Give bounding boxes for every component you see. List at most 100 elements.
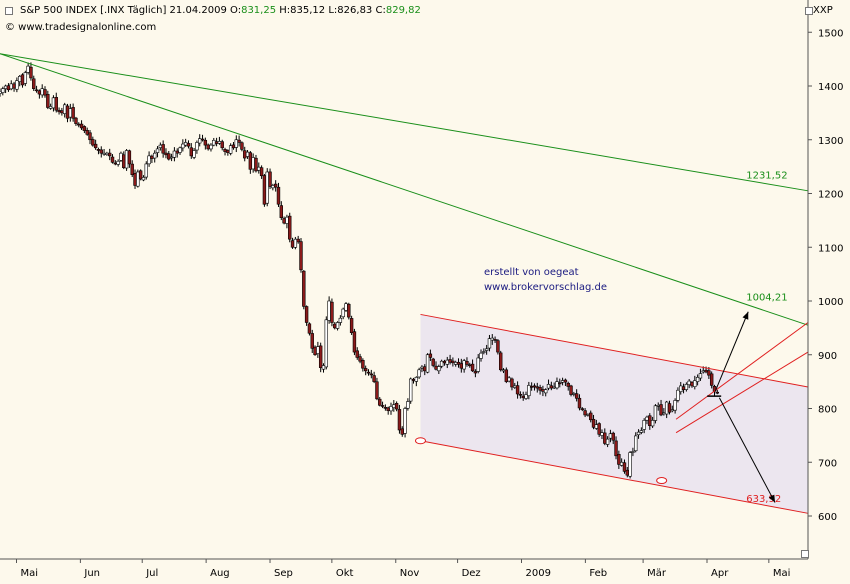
candle-body [293, 238, 298, 248]
candle-body [330, 301, 334, 323]
candle-body [715, 391, 720, 394]
candle-body [279, 205, 283, 218]
candle [375, 377, 379, 401]
candle [198, 134, 202, 147]
candle [451, 357, 455, 367]
candle [369, 369, 374, 379]
candle [192, 147, 196, 160]
candle [639, 427, 644, 435]
candle-body [189, 147, 193, 157]
candle-body [636, 431, 641, 436]
candle-body [122, 154, 126, 169]
candle [558, 378, 562, 388]
candle [555, 377, 559, 390]
candle [147, 151, 151, 167]
candle-body [605, 438, 610, 445]
candle [591, 414, 596, 430]
candle [93, 139, 98, 150]
candle [54, 92, 58, 113]
candle-body [34, 89, 39, 92]
candle-body [459, 363, 464, 369]
y-tick-label: 600 [818, 512, 837, 523]
candle-body [169, 156, 174, 159]
candle-body [603, 432, 607, 444]
x-tick-label: Apr [711, 568, 729, 579]
candle-body [403, 408, 407, 434]
y-tick-label: 1000 [818, 297, 843, 308]
candle-body [558, 382, 562, 385]
candle [273, 180, 278, 192]
candle-body [664, 401, 669, 415]
candle-body [434, 365, 438, 370]
candle-body [341, 308, 345, 318]
candle [344, 302, 348, 313]
candle-body [448, 359, 452, 363]
candle [203, 137, 208, 150]
candle [116, 159, 120, 167]
candle-body [355, 350, 359, 358]
candle [276, 182, 281, 207]
candle-body [392, 404, 396, 408]
candle-body [383, 407, 388, 409]
candle [127, 149, 132, 168]
candle-body [701, 370, 705, 373]
level-label: 1004,21 [746, 293, 787, 304]
candle-body [102, 152, 106, 155]
candle [352, 328, 357, 356]
candle-body [479, 352, 483, 359]
candle-body [40, 88, 44, 96]
candle [470, 359, 475, 372]
candle-body [248, 152, 253, 170]
candle [349, 315, 354, 335]
candle [29, 62, 33, 81]
candle [406, 398, 410, 411]
candle [262, 174, 267, 207]
expand-icon[interactable] [805, 7, 813, 15]
candle [88, 130, 92, 145]
candle [155, 146, 160, 158]
candle-body [82, 126, 87, 131]
legend-checkbox[interactable] [5, 7, 13, 15]
candle-body [510, 378, 514, 388]
candle-body [237, 139, 241, 143]
candle [580, 407, 584, 412]
candle-body [589, 412, 593, 421]
candle-body [417, 369, 421, 378]
candle [1, 86, 5, 96]
candle [380, 401, 385, 409]
candle-body [650, 420, 655, 427]
candle-body [164, 152, 168, 156]
candle-body [614, 440, 618, 457]
candle-body [411, 379, 416, 381]
candle-body [653, 405, 658, 421]
candle [268, 168, 272, 190]
candle-body [532, 385, 537, 388]
resize-handle-icon[interactable] [801, 550, 809, 558]
axis-unit-label: XXP [813, 5, 833, 16]
candle [437, 364, 441, 375]
candle-body [499, 352, 503, 371]
candle-body [634, 435, 638, 452]
candle [338, 315, 343, 326]
candle [544, 388, 548, 397]
candle-body [572, 393, 576, 395]
candle [622, 459, 627, 474]
candle-body [583, 410, 587, 416]
candle-body [243, 150, 247, 159]
trendline [675, 322, 809, 420]
candle [493, 336, 497, 343]
candle [99, 146, 103, 158]
candle-body [552, 386, 556, 389]
y-tick-label: 700 [818, 458, 837, 469]
candle-body [91, 139, 95, 146]
candle-body [206, 144, 210, 150]
candle [408, 377, 413, 404]
candle-body [153, 152, 157, 159]
price-header: S&P 500 INDEX [.INX Täglich] 21.04.2009 … [20, 5, 421, 16]
candle-body [136, 171, 140, 187]
candle-body [501, 369, 506, 372]
candle-body [338, 317, 343, 323]
candle [462, 358, 466, 373]
